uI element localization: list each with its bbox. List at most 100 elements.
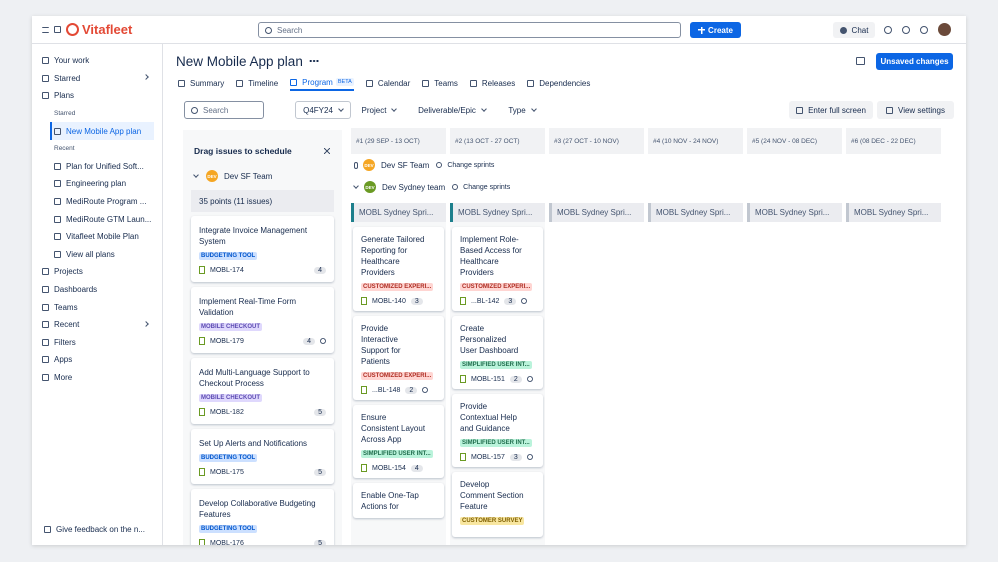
unsaved-button[interactable]: Unsaved changes [876,53,953,70]
issue-footer: MOBL-174 4 [199,266,326,274]
issue-title: Implement Role-Based Access for Healthca… [460,235,522,277]
issue-card[interactable]: Generate Tailored Reporting for Healthca… [353,227,444,311]
issue-card[interactable]: Provide Contextual Help and Guidance SIMP… [452,394,543,467]
chat-button[interactable]: Chat [833,22,875,38]
tab[interactable]: Program BETA [290,75,354,91]
filter-dropdown[interactable]: Type [500,101,544,119]
sprint-box[interactable]: MOBL Sydney Spri... [549,203,644,222]
issue-card[interactable]: Ensure Consistent Layout Across App SIMPL… [353,405,444,478]
sprint-box[interactable]: MOBL Sydney Spri... [450,203,545,222]
sidebar-item[interactable]: Filters [32,334,162,352]
tab-bar: Summary Timeline Program BETA Calendar Teams R… [178,75,678,91]
issue-card[interactable]: Integrate Invoice Management System BUDGE… [191,216,334,282]
tab[interactable]: Summary [178,75,224,91]
icon [42,373,49,381]
backlog-header: Drag issues to schedule [191,140,334,162]
search-box[interactable]: Search [258,22,681,38]
sprint-box[interactable]: MOBL Sydney Spri... [846,203,941,222]
issue-card[interactable]: Set Up Alerts and Notifications BUDGETING… [191,429,334,484]
sprint-box-label: MOBL Sydney Spri... [755,208,830,217]
top-icon[interactable] [902,26,910,34]
tab[interactable]: Releases [469,75,515,91]
sprint-header: #4 (10 NOV - 24 NOV) [648,128,743,154]
issue-key: MOBL-157 [471,453,505,461]
sidebar-item[interactable]: Engineering plan [32,175,162,193]
icon [365,79,373,87]
icon [42,92,49,100]
sprint-box[interactable]: MOBL Sydney Spri... [747,203,842,222]
issue-card[interactable]: Develop Collaborative Budgeting Features… [191,489,334,545]
sidebar-item[interactable]: Starred [32,70,162,88]
issue-footer: MOBL-176 5 [199,539,326,545]
tab[interactable]: Dependencies [527,75,590,91]
sidebar-item[interactable]: View all plans [32,246,162,264]
top-icon[interactable] [920,26,928,34]
sidebar-label: New Mobile App plan [66,126,142,136]
issue-card[interactable]: Implement Real-Time Form Validation MOBIL… [191,287,334,353]
sidebar-item[interactable]: Plan for Unified Soft... [32,158,162,176]
change-sprints[interactable]: Change sprints [436,162,494,169]
sidebar-item[interactable]: Dashboards [32,281,162,299]
sidebar-label: Starred [54,73,81,83]
link-icon [520,296,529,306]
sidebar-item[interactable]: Projects [32,263,162,281]
sidebar-item[interactable]: MediRoute GTM Laun... [32,210,162,228]
create-button[interactable]: Create [690,22,741,38]
icon [42,338,49,346]
issue-card[interactable]: Enable One-Tap Actions for [353,483,444,518]
sidebar-item[interactable]: Vitafleet Mobile Plan [32,228,162,246]
story-points: 4 [314,266,326,274]
user-avatar[interactable] [938,23,951,36]
bookmark-icon [361,386,367,394]
sidebar-item[interactable]: More [32,369,162,387]
sidebar-item[interactable]: Your work [32,52,162,70]
tab[interactable]: Timeline [236,75,278,91]
sidebar-label: Plans [54,91,75,101]
issue-card[interactable]: Provide Interactive Support for Patients… [353,316,444,400]
sidebar-item[interactable]: New Mobile App plan [50,122,154,140]
sprint-box[interactable]: MOBL Sydney Spri... [648,203,743,222]
issue-tag: SIMPLIFIED USER INT... [460,439,532,447]
view-settings-button[interactable]: View settings [877,101,954,119]
sprint-box-label: MOBL Sydney Spri... [359,208,434,217]
icon [354,161,358,169]
sidebar-item[interactable]: Recent [32,316,162,334]
feedback-link[interactable]: Give feedback on the n... [44,523,159,535]
issue-title: Enable One-Tap Actions for [361,491,419,511]
change-sprints[interactable]: Change sprints [452,184,510,191]
sidebar-item[interactable]: Teams [32,298,162,316]
icon [469,79,477,87]
bookmark-icon [460,453,466,461]
team-name: Dev SF Team [381,160,430,170]
issue-card[interactable]: Develop Comment Section Feature CUSTOMER … [452,472,543,537]
issue-title: Implement Real-Time Form Validation [199,297,297,317]
sprint-header: #2 (13 OCT - 27 OCT) [450,128,545,154]
top-icon[interactable] [884,26,892,34]
filter-dropdown[interactable]: Project [354,101,404,119]
close-icon[interactable] [324,148,330,154]
issue-card[interactable]: Implement Role-Based Access for Healthca… [452,227,543,311]
chevron [353,183,359,189]
filter-dropdown[interactable]: Deliverable/Epic [414,101,490,119]
issue-tag: BUDGETING TOOL [199,252,258,260]
toolbar-search[interactable]: Search [184,101,264,119]
tab[interactable]: Teams [422,75,458,91]
beta-badge: BETA [335,78,354,86]
sidebar-item[interactable]: Apps [32,351,162,369]
tab-label: Calendar [377,78,411,88]
fullscreen-button[interactable]: Enter full screen [789,101,873,119]
sidebar-item[interactable]: MediRoute Program ... [32,193,162,211]
filter-dropdown[interactable]: Q4FY24 [295,101,351,119]
icon [436,162,443,168]
issue-key: MOBL-174 [210,266,244,274]
issue-card[interactable]: Add Multi-Language Support to Checkout P… [191,358,334,424]
story-points: 2 [405,386,418,394]
announce-icon [856,57,865,65]
sidebar-section-label: Recent [32,140,162,158]
icon [54,26,61,33]
issue-footer: MOBL-151 2 [460,374,535,384]
tab[interactable]: Calendar [365,75,411,91]
sprint-box[interactable]: MOBL Sydney Spri... [351,203,446,222]
issue-card[interactable]: Create Personalized User Dashboard SIMPLI… [452,316,543,389]
sidebar-item[interactable]: Plans [32,87,162,105]
